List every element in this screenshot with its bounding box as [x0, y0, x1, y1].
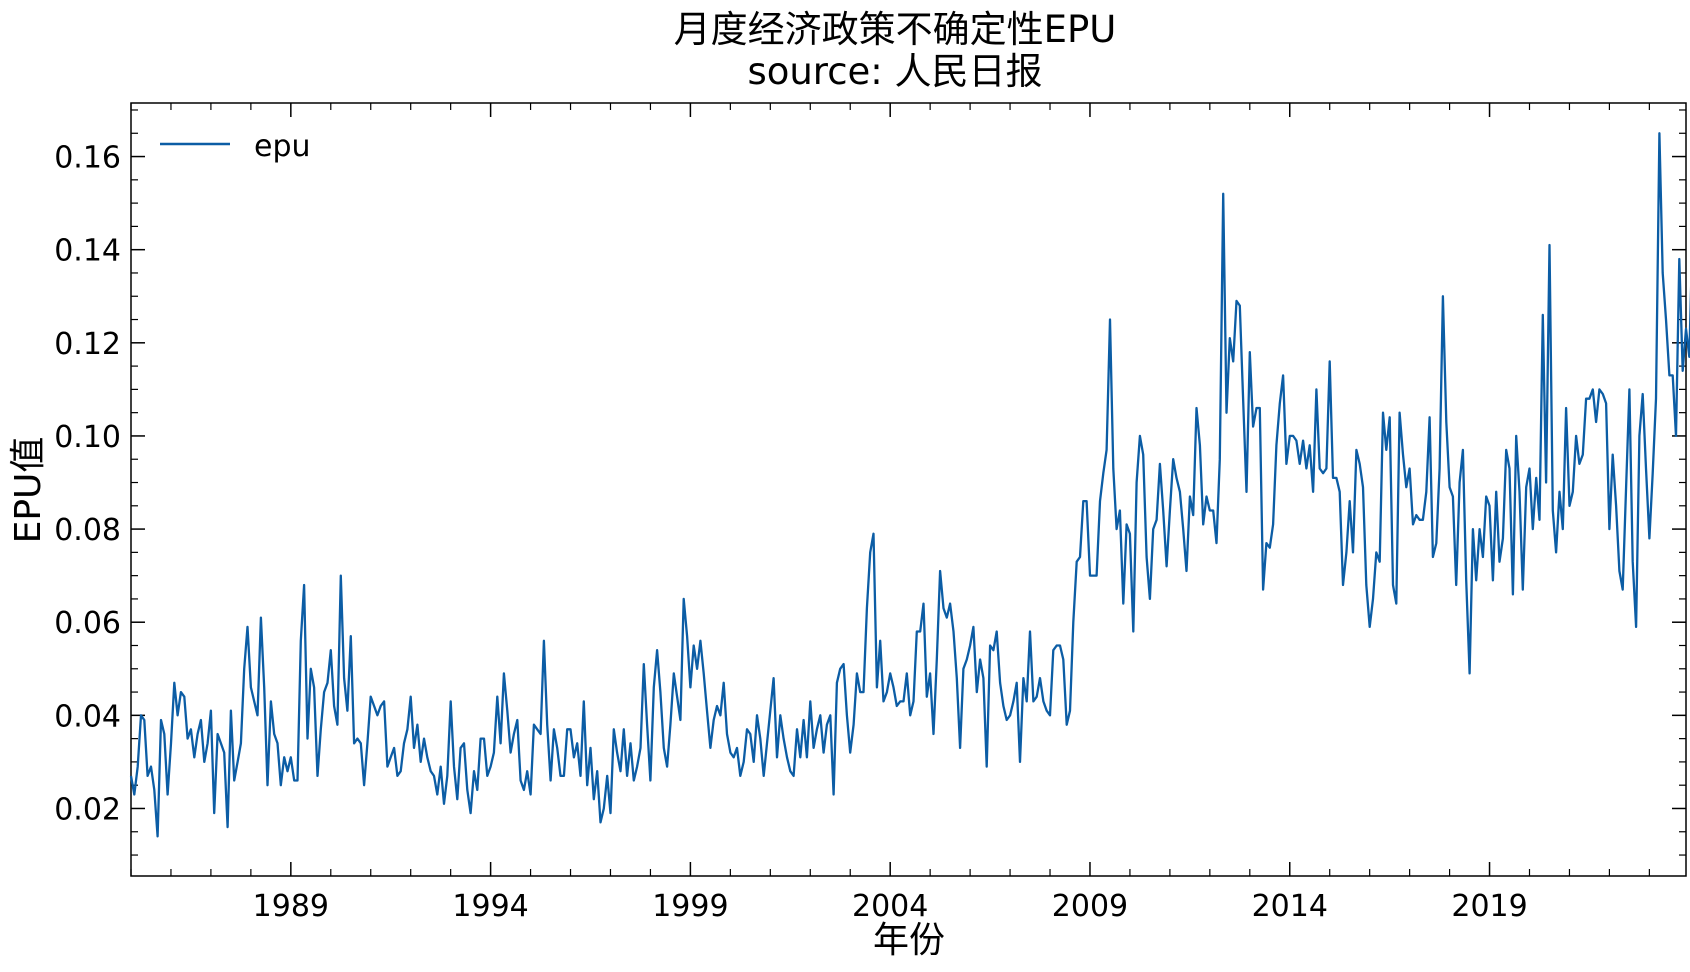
x-tick-label: 1999 [652, 889, 728, 924]
minor-ticks [130, 103, 1686, 876]
y-axis-label: EPU值 [8, 437, 49, 544]
major-ticks [131, 103, 1686, 876]
x-tick-label: 2019 [1451, 889, 1527, 924]
x-tick-label: 2014 [1252, 889, 1328, 924]
epu-series-line [129, 132, 1690, 838]
chart-subtitle: source: 人民日报 [747, 50, 1042, 93]
y-tick-label: 0.08 [54, 513, 121, 548]
y-tick-label: 0.10 [54, 420, 121, 455]
y-tick-label: 0.02 [54, 792, 121, 827]
x-axis-label: 年份 [873, 920, 945, 961]
x-tick-label: 2004 [852, 889, 928, 924]
x-tick-label: 2009 [1052, 889, 1128, 924]
legend: epu [160, 129, 311, 164]
x-tick-labels: 1989 1994 1999 2004 2009 2014 2019 [253, 889, 1528, 924]
y-tick-label: 0.14 [54, 234, 121, 269]
y-tick-label: 0.12 [54, 327, 121, 362]
x-tick-label: 1989 [253, 889, 329, 924]
legend-label-epu: epu [254, 129, 311, 164]
y-tick-label: 0.04 [54, 699, 121, 734]
y-tick-labels: 0.02 0.04 0.06 0.08 0.10 0.12 0.14 0.16 [54, 141, 121, 828]
x-tick-label: 1994 [452, 889, 528, 924]
y-tick-label: 0.16 [54, 141, 121, 176]
chart-title: 月度经济政策不确定性EPU [674, 8, 1117, 51]
y-tick-label: 0.06 [54, 606, 121, 641]
plot-frame [130, 102, 1687, 877]
